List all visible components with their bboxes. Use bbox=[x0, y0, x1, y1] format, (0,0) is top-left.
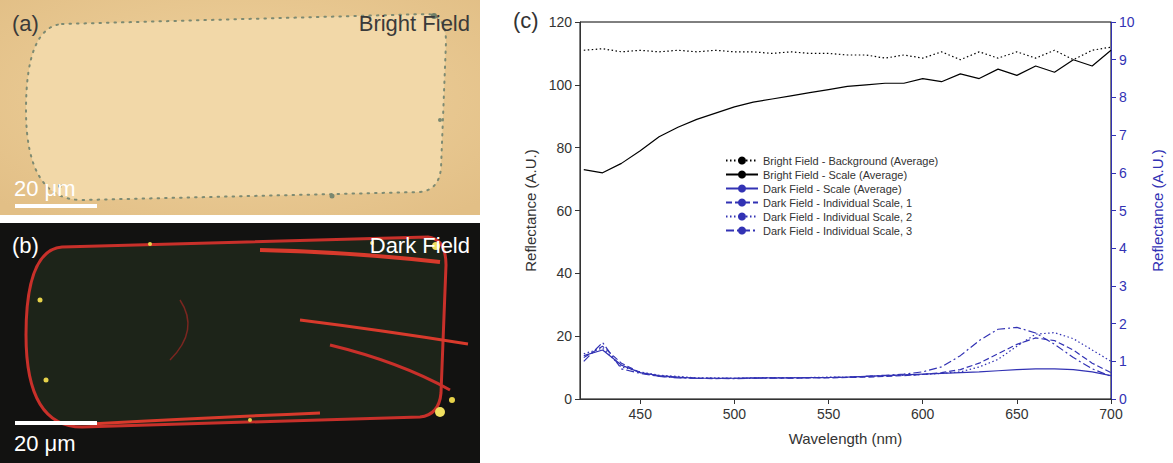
svg-text:1: 1 bbox=[1119, 353, 1127, 369]
svg-text:Dark Field - Individual Scale,: Dark Field - Individual Scale, 3 bbox=[763, 225, 912, 237]
svg-text:120: 120 bbox=[549, 14, 573, 30]
svg-text:450: 450 bbox=[629, 406, 653, 422]
svg-text:Bright Field: Bright Field bbox=[359, 11, 470, 36]
svg-text:Reflectance (A.U.): Reflectance (A.U.) bbox=[1149, 149, 1166, 272]
svg-text:80: 80 bbox=[556, 140, 572, 156]
svg-text:Dark Field: Dark Field bbox=[370, 233, 470, 258]
svg-text:10: 10 bbox=[1119, 14, 1135, 30]
svg-text:2: 2 bbox=[1119, 316, 1127, 332]
svg-text:60: 60 bbox=[556, 203, 572, 219]
svg-text:Dark Field - Individual Scale,: Dark Field - Individual Scale, 2 bbox=[763, 211, 912, 223]
svg-text:(c): (c) bbox=[513, 8, 539, 33]
svg-text:4: 4 bbox=[1119, 240, 1127, 256]
svg-text:Bright Field - Background (Ave: Bright Field - Background (Average) bbox=[763, 155, 938, 167]
svg-text:0: 0 bbox=[564, 391, 572, 407]
svg-text:8: 8 bbox=[1119, 89, 1127, 105]
svg-text:(b): (b) bbox=[12, 233, 39, 258]
svg-text:(a): (a) bbox=[12, 11, 39, 36]
svg-text:5: 5 bbox=[1119, 203, 1127, 219]
svg-text:500: 500 bbox=[723, 406, 747, 422]
svg-text:Dark Field - Scale (Average): Dark Field - Scale (Average) bbox=[763, 183, 902, 195]
svg-text:7: 7 bbox=[1119, 127, 1127, 143]
svg-text:Dark Field - Individual Scale,: Dark Field - Individual Scale, 1 bbox=[763, 197, 912, 209]
svg-text:Bright Field - Scale (Average): Bright Field - Scale (Average) bbox=[763, 169, 907, 181]
svg-text:9: 9 bbox=[1119, 52, 1127, 68]
svg-text:20 μm: 20 μm bbox=[14, 176, 76, 201]
svg-text:6: 6 bbox=[1119, 165, 1127, 181]
svg-text:20 μm: 20 μm bbox=[14, 431, 76, 456]
svg-text:Reflectance (A.U.): Reflectance (A.U.) bbox=[522, 149, 539, 272]
svg-text:20: 20 bbox=[556, 328, 572, 344]
svg-text:550: 550 bbox=[817, 406, 841, 422]
svg-text:600: 600 bbox=[911, 406, 935, 422]
svg-text:40: 40 bbox=[556, 265, 572, 281]
svg-text:650: 650 bbox=[1005, 406, 1029, 422]
svg-text:Wavelength (nm): Wavelength (nm) bbox=[789, 430, 903, 447]
svg-text:700: 700 bbox=[1099, 406, 1123, 422]
svg-text:100: 100 bbox=[549, 77, 573, 93]
svg-text:3: 3 bbox=[1119, 278, 1127, 294]
svg-text:0: 0 bbox=[1119, 391, 1127, 407]
